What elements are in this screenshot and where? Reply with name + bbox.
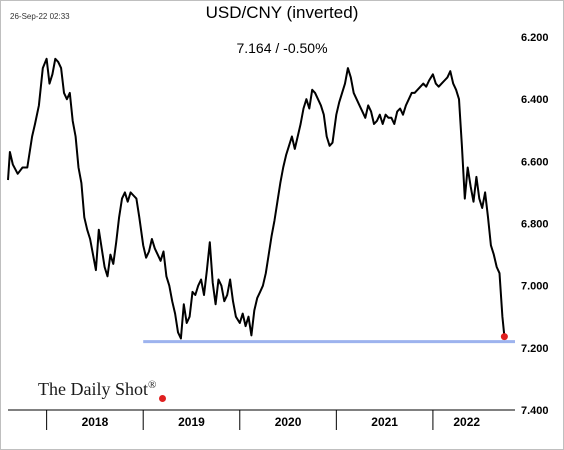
x-tick-label: 2021 [371, 415, 398, 429]
x-tick-label: 2019 [178, 415, 205, 429]
y-tick-label: 6.800 [521, 219, 549, 231]
x-tick-label: 2018 [82, 415, 109, 429]
timestamp: 26-Sep-22 02:33 [10, 12, 70, 21]
axis-layer [8, 409, 515, 430]
x-axis-labels: 2018 2019 2020 2021 2022 [82, 415, 481, 429]
y-tick-label: 7.000 [521, 281, 549, 293]
chart-subtitle: 7.164 / -0.50% [236, 40, 328, 56]
x-tick-label: 2022 [453, 415, 480, 429]
watermark-text: The Daily Shot [38, 379, 148, 399]
series-line [7, 57, 506, 340]
chart-title: USD/CNY (inverted) [205, 3, 359, 22]
y-tick-label: 6.600 [521, 156, 549, 168]
watermark-logo: The Daily Shot® [38, 379, 166, 402]
watermark-dot [159, 395, 166, 402]
y-tick-label: 6.400 [521, 94, 549, 106]
y-tick-label: 6.200 [521, 32, 549, 44]
x-tick-label: 2020 [275, 415, 302, 429]
y-tick-label: 7.200 [521, 343, 549, 355]
y-axis-ticks: 6.200 6.400 6.600 6.800 7.000 7.200 7.400 [521, 32, 549, 417]
last-point [500, 333, 508, 341]
y-tick-label: 7.400 [521, 405, 549, 417]
watermark-registered-mark: ® [148, 379, 157, 391]
